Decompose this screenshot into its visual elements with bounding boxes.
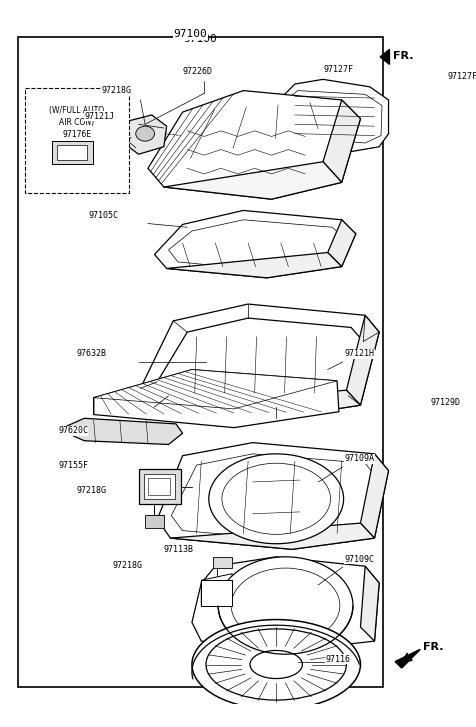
Polygon shape [169, 220, 345, 270]
Text: 97218G: 97218G [77, 486, 107, 495]
Text: AIR CON): AIR CON) [60, 119, 94, 127]
Text: 97218G: 97218G [101, 87, 131, 95]
Bar [18, 37, 383, 687]
Polygon shape [323, 100, 360, 182]
Polygon shape [148, 91, 360, 199]
Polygon shape [124, 115, 167, 154]
Text: 97100: 97100 [184, 34, 218, 44]
Bar [139, 469, 181, 505]
Ellipse shape [231, 568, 340, 643]
Polygon shape [140, 304, 379, 418]
Polygon shape [360, 566, 379, 641]
Polygon shape [171, 454, 377, 540]
Polygon shape [157, 318, 363, 407]
Polygon shape [360, 454, 388, 538]
Polygon shape [192, 557, 379, 652]
Ellipse shape [192, 619, 360, 710]
Bar [144, 475, 175, 499]
Text: 97620C: 97620C [58, 426, 88, 435]
Bar [145, 515, 164, 528]
Text: 97176E: 97176E [62, 129, 91, 139]
Ellipse shape [222, 463, 330, 534]
Polygon shape [347, 316, 379, 405]
Text: FR.: FR. [393, 51, 414, 61]
Bar [24, 88, 129, 193]
Text: 97121H: 97121H [345, 350, 375, 358]
Text: 97218G: 97218G [112, 561, 142, 570]
Text: 97121J: 97121J [84, 112, 114, 121]
Ellipse shape [206, 629, 347, 700]
Ellipse shape [136, 126, 155, 141]
Bar [148, 478, 170, 495]
Bar [57, 145, 87, 160]
Polygon shape [94, 369, 339, 427]
Bar [51, 141, 93, 164]
Polygon shape [167, 252, 342, 278]
Polygon shape [380, 49, 389, 65]
Text: 97116: 97116 [326, 655, 351, 664]
Polygon shape [68, 418, 183, 444]
Polygon shape [157, 443, 388, 550]
Text: FR.: FR. [423, 642, 444, 651]
Ellipse shape [209, 454, 344, 544]
Text: 97155F: 97155F [58, 461, 88, 470]
Text: (W/FULL AUTO: (W/FULL AUTO [50, 106, 104, 115]
Polygon shape [281, 79, 388, 153]
Text: 97109C: 97109C [345, 555, 375, 563]
Text: 97129D: 97129D [431, 398, 461, 407]
Text: 97113B: 97113B [164, 545, 194, 554]
Ellipse shape [218, 557, 353, 654]
Text: 97226D: 97226D [183, 67, 213, 76]
Polygon shape [201, 574, 232, 606]
Polygon shape [286, 91, 382, 143]
Text: 97127F: 97127F [447, 73, 476, 81]
Polygon shape [155, 390, 360, 418]
Polygon shape [459, 388, 476, 405]
Polygon shape [94, 369, 337, 409]
Ellipse shape [250, 651, 302, 678]
Polygon shape [395, 649, 420, 668]
Polygon shape [170, 523, 375, 550]
Text: 97127F: 97127F [323, 65, 353, 74]
Text: 97105C: 97105C [89, 211, 119, 220]
Text: 97109A: 97109A [345, 454, 375, 463]
Polygon shape [164, 161, 342, 199]
Text: 97100: 97100 [173, 29, 207, 39]
Bar [201, 580, 232, 606]
Polygon shape [327, 220, 356, 267]
Text: 97632B: 97632B [77, 350, 107, 358]
Bar [213, 557, 232, 568]
Polygon shape [155, 210, 356, 278]
